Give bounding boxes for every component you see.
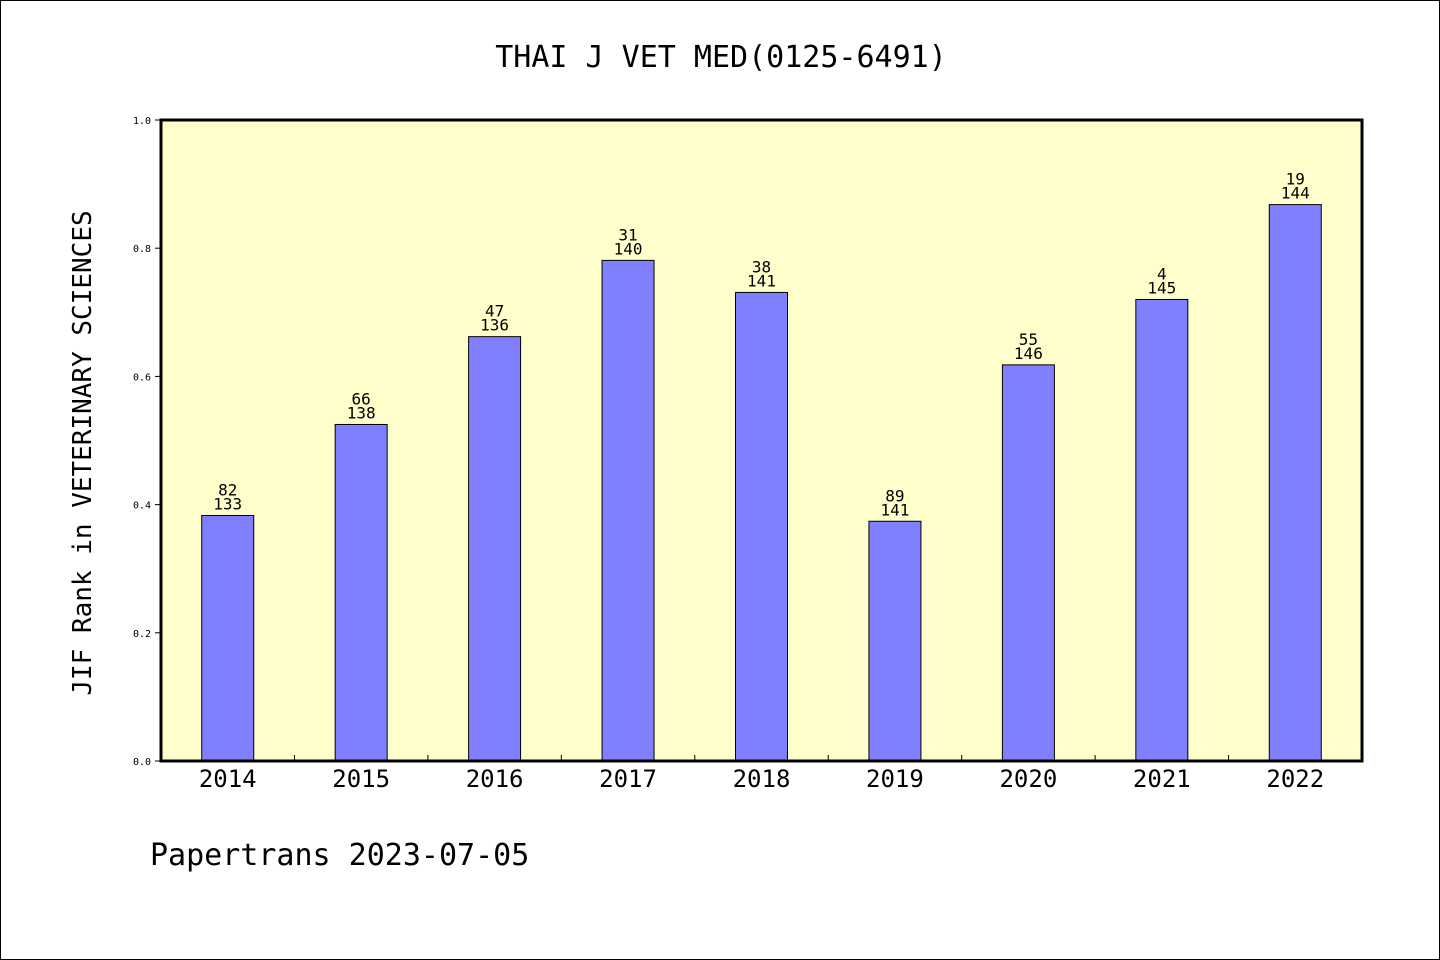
bar-2019 bbox=[868, 520, 922, 762]
x-tick-label: 2017 bbox=[599, 765, 657, 793]
bar-2017 bbox=[601, 259, 655, 762]
bar-2016 bbox=[468, 336, 522, 762]
y-tick-label: 1.0 bbox=[133, 116, 151, 127]
data-label-rank: 31 bbox=[618, 225, 637, 244]
data-label-total: 146 bbox=[1014, 344, 1043, 363]
data-label-total: 138 bbox=[347, 403, 376, 422]
data-label-total: 136 bbox=[480, 316, 509, 335]
x-tick-label: 2014 bbox=[199, 765, 257, 793]
data-label-rank: 38 bbox=[752, 257, 771, 276]
x-tick-label: 2018 bbox=[733, 765, 791, 793]
y-tick-label: 0.6 bbox=[133, 372, 151, 383]
data-label-rank: 47 bbox=[485, 302, 504, 321]
x-axis-ticks: 2014 2015 2016 2017 2018 2019 2020 2021 2022 bbox=[199, 755, 1324, 793]
chart-title: THAI J VET MED(0125-6491) bbox=[495, 40, 947, 75]
y-tick-label: 0.4 bbox=[133, 501, 151, 512]
bar-2018 bbox=[735, 291, 788, 762]
x-tick-label: 2016 bbox=[466, 765, 524, 793]
data-label-total: 141 bbox=[747, 271, 776, 290]
data-label-rank: 19 bbox=[1286, 170, 1305, 189]
data-label-total: 133 bbox=[213, 494, 242, 513]
y-tick-label: 0.0 bbox=[133, 757, 151, 768]
data-label-total: 141 bbox=[880, 500, 909, 519]
y-axis-label: JIF Rank in VETERINARY SCIENCES bbox=[68, 210, 98, 695]
y-tick-label: 0.8 bbox=[133, 244, 151, 255]
bar-series bbox=[201, 204, 1322, 762]
bar-2021 bbox=[1135, 298, 1189, 762]
x-tick-label: 2022 bbox=[1266, 765, 1324, 793]
data-label-total: 140 bbox=[614, 239, 643, 258]
x-tick-label: 2021 bbox=[1133, 765, 1191, 793]
data-label-rank: 4 bbox=[1157, 264, 1167, 283]
data-label-total: 144 bbox=[1281, 184, 1310, 203]
data-label-rank: 66 bbox=[352, 389, 371, 408]
data-label-rank: 55 bbox=[1019, 330, 1038, 349]
plot-border bbox=[159, 118, 1364, 763]
bar-2022 bbox=[1268, 204, 1322, 762]
data-label-rank: 82 bbox=[218, 480, 237, 499]
bar-2014 bbox=[201, 514, 255, 762]
data-label-total: 145 bbox=[1147, 278, 1176, 297]
y-tick-label: 0.2 bbox=[133, 629, 151, 640]
y-axis-ticks: 0.0 0.2 0.4 0.6 0.8 1.0 bbox=[133, 116, 161, 768]
footer-source-date: Papertrans 2023-07-05 bbox=[150, 838, 529, 873]
x-tick-label: 2015 bbox=[332, 765, 390, 793]
data-labels: 8213366138471363114038141891415514641451… bbox=[213, 170, 1309, 520]
x-tick-label: 2020 bbox=[999, 765, 1057, 793]
bar-2015 bbox=[334, 423, 388, 762]
x-tick-label: 2019 bbox=[866, 765, 924, 793]
bar-2020 bbox=[1001, 364, 1055, 762]
data-label-rank: 89 bbox=[885, 486, 904, 505]
